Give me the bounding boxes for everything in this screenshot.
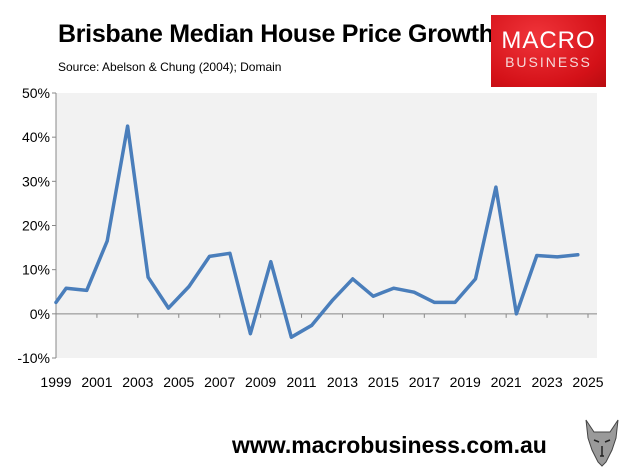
data-point bbox=[433, 300, 437, 304]
data-point bbox=[207, 254, 211, 258]
data-point bbox=[576, 253, 580, 257]
data-point bbox=[412, 290, 416, 294]
data-point bbox=[167, 306, 171, 310]
y-tick-label: 10% bbox=[22, 262, 50, 278]
data-point bbox=[453, 300, 457, 304]
macrobusiness-logo: MACRO BUSINESS bbox=[491, 15, 606, 87]
data-point bbox=[248, 332, 252, 336]
x-tick-label: 2021 bbox=[491, 374, 522, 390]
x-tick-label: 2013 bbox=[327, 374, 358, 390]
y-tick-label: 40% bbox=[22, 129, 50, 145]
data-point bbox=[228, 251, 232, 255]
data-point bbox=[535, 254, 539, 258]
footer-url: www.macrobusiness.com.au bbox=[232, 432, 547, 458]
data-point bbox=[85, 288, 89, 292]
y-axis: -10% 0% 10% 20% 30% 40% 50% bbox=[17, 85, 57, 366]
x-tick-label: 2017 bbox=[409, 374, 440, 390]
x-tick-label: 2003 bbox=[122, 374, 153, 390]
data-point bbox=[187, 284, 191, 288]
data-point bbox=[555, 255, 559, 259]
data-point bbox=[64, 286, 68, 290]
x-axis: 1999 2001 2003 2005 2007 2009 2011 2013 2015 2017… bbox=[40, 313, 604, 390]
data-point bbox=[514, 312, 518, 316]
x-tick-label: 2019 bbox=[450, 374, 481, 390]
x-tick-label: 2001 bbox=[81, 374, 112, 390]
data-point bbox=[330, 299, 334, 303]
plot-area bbox=[56, 93, 597, 358]
y-tick-label: 30% bbox=[22, 173, 50, 189]
chart-title: Brisbane Median House Price Growth bbox=[58, 20, 494, 48]
data-point bbox=[126, 124, 130, 128]
wolf-logo-icon bbox=[582, 416, 622, 468]
data-point bbox=[269, 260, 273, 264]
data-point bbox=[371, 294, 375, 298]
data-point bbox=[351, 277, 355, 281]
y-tick-label: 20% bbox=[22, 218, 50, 234]
x-tick-label: 2015 bbox=[368, 374, 399, 390]
x-tick-label: 2007 bbox=[204, 374, 235, 390]
data-point bbox=[54, 300, 58, 304]
chart-subtitle: Source: Abelson & Chung (2004); Domain bbox=[58, 60, 282, 74]
data-point bbox=[310, 323, 314, 327]
x-tick-label: 2011 bbox=[286, 374, 316, 390]
data-point bbox=[289, 335, 293, 339]
data-point bbox=[392, 286, 396, 290]
series-group bbox=[54, 124, 580, 339]
data-point bbox=[105, 239, 109, 243]
x-tick-label: 2009 bbox=[245, 374, 276, 390]
x-tick-label: 2023 bbox=[531, 374, 562, 390]
data-point bbox=[146, 275, 150, 279]
x-tick-label: 2025 bbox=[572, 374, 603, 390]
data-point bbox=[494, 185, 498, 189]
logo-line2: BUSINESS bbox=[505, 54, 592, 70]
x-tick-label: 2005 bbox=[163, 374, 194, 390]
y-tick-label: -10% bbox=[17, 350, 50, 366]
data-point bbox=[473, 277, 477, 281]
y-tick-label: 0% bbox=[30, 306, 50, 322]
x-tick-label: 1999 bbox=[40, 374, 71, 390]
y-tick-label: 50% bbox=[22, 85, 50, 101]
logo-line1: MACRO bbox=[501, 27, 596, 54]
